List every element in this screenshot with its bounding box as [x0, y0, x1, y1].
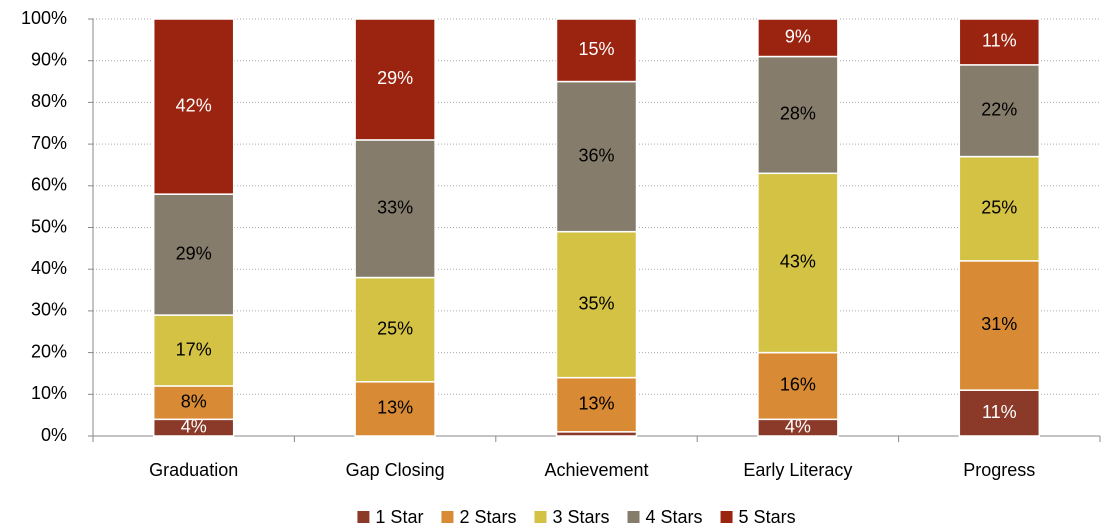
bar-segment — [152, 193, 235, 316]
legend-label: 5 Stars — [739, 507, 796, 527]
bar-segment — [354, 276, 436, 383]
data-label: 16% — [780, 375, 816, 395]
y-tick-label: 70% — [31, 133, 67, 153]
data-label: 25% — [377, 318, 413, 338]
legend-swatch — [357, 511, 370, 523]
bar-segment — [757, 172, 839, 354]
x-tick-label: Gap Closing — [346, 460, 445, 480]
bar-segment — [555, 376, 638, 433]
x-tick-label: Achievement — [544, 460, 648, 480]
data-label: 25% — [981, 197, 1017, 217]
data-label: 9% — [785, 27, 811, 47]
y-tick-label: 0% — [41, 425, 67, 445]
legend-label: 2 Stars — [459, 507, 516, 527]
y-tick-label: 50% — [31, 216, 67, 236]
data-label: 13% — [578, 393, 614, 413]
y-tick-label: 20% — [31, 341, 67, 361]
y-tick-label: 80% — [31, 91, 67, 111]
data-label: 8% — [181, 391, 207, 411]
x-tick-label: Graduation — [149, 460, 238, 480]
y-tick-label: 90% — [31, 49, 67, 69]
bar-segment — [958, 18, 1041, 66]
data-label: 29% — [176, 243, 212, 263]
data-label: 11% — [982, 402, 1017, 422]
bar-segment — [757, 351, 839, 421]
bar-segment — [958, 155, 1041, 262]
bar-segment — [555, 18, 638, 83]
bar-segment — [757, 18, 839, 58]
data-label: 31% — [981, 314, 1017, 334]
x-tick-label: Progress — [963, 460, 1035, 480]
legend-swatch — [534, 511, 547, 523]
legend-label: 1 Star — [375, 507, 423, 527]
data-label: 4% — [785, 416, 811, 436]
bar-segment — [152, 385, 235, 421]
data-label: 35% — [578, 293, 614, 313]
data-label: 33% — [377, 197, 413, 217]
legend-swatch — [441, 511, 454, 523]
data-label: 22% — [981, 99, 1017, 119]
legend-label: 3 Stars — [552, 507, 609, 527]
legend-swatch — [627, 511, 640, 523]
y-tick-label: 40% — [31, 258, 67, 278]
data-label: 42% — [176, 95, 212, 115]
y-tick-label: 30% — [31, 300, 67, 320]
bar-segment — [354, 18, 436, 141]
data-label: 15% — [578, 39, 614, 59]
data-label: 13% — [377, 398, 413, 418]
bar-segment — [152, 18, 235, 195]
legend-swatch — [720, 511, 733, 523]
legend-label: 4 Stars — [646, 507, 703, 527]
bar-segment — [757, 55, 839, 175]
data-label: 43% — [780, 252, 816, 272]
data-label: 29% — [377, 68, 413, 88]
data-label: 17% — [176, 339, 212, 359]
y-tick-label: 60% — [31, 175, 67, 195]
y-tick-label: 10% — [31, 383, 67, 403]
data-label: 11% — [982, 31, 1017, 51]
bar-segment — [152, 314, 235, 387]
y-tick-label: 100% — [21, 8, 67, 28]
data-label: 4% — [181, 416, 207, 436]
x-tick-label: Early Literacy — [743, 460, 852, 480]
data-label: 28% — [780, 104, 816, 124]
bar-segment — [354, 139, 436, 279]
data-label: 36% — [578, 145, 614, 165]
bar-segment — [958, 260, 1041, 391]
bar-segment — [958, 64, 1041, 158]
